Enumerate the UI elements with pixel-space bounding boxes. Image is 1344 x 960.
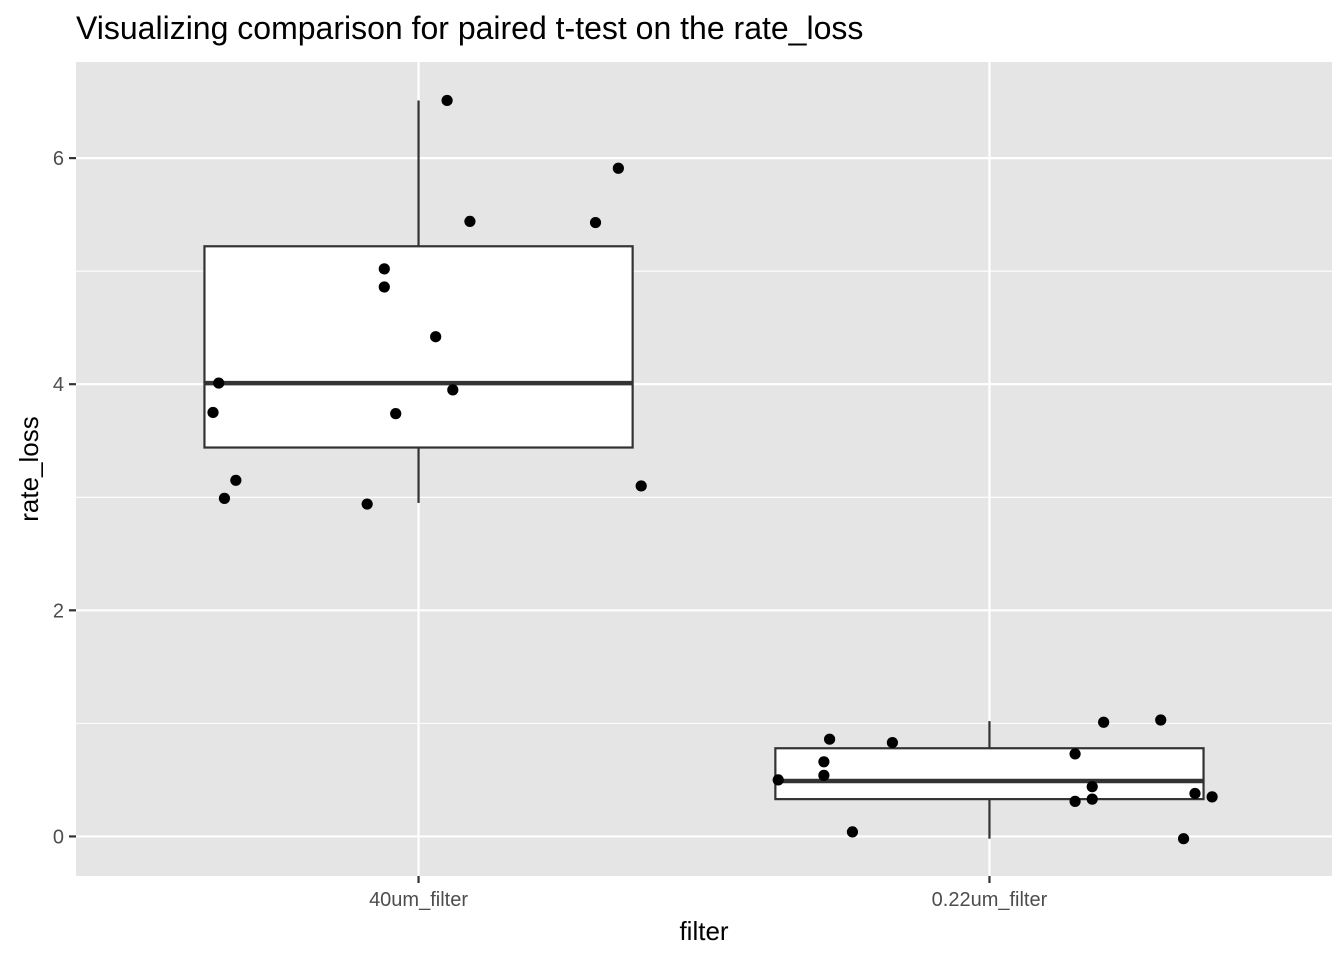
data-point <box>818 769 830 781</box>
x-tick-label: 40um_filter <box>369 889 468 911</box>
data-point <box>1069 795 1081 807</box>
data-point <box>846 826 859 838</box>
x-axis-title: filter <box>679 916 728 946</box>
data-point <box>441 94 453 107</box>
y-tick-label: 6 <box>53 148 64 170</box>
box-iqr <box>203 245 634 449</box>
data-points <box>207 94 1218 845</box>
y-axis-title: rate_loss <box>14 416 44 522</box>
x-axis: 40um_filter 0.22um_filter <box>369 876 1048 911</box>
data-point <box>447 384 459 396</box>
data-point <box>1177 833 1190 845</box>
data-point <box>390 408 402 420</box>
data-point <box>1155 714 1167 726</box>
data-point <box>213 377 225 389</box>
data-point <box>772 774 784 786</box>
data-point <box>1189 787 1201 800</box>
y-tick-label: 0 <box>53 826 64 848</box>
data-point <box>218 492 231 504</box>
data-point <box>886 736 899 749</box>
data-point <box>1086 793 1098 805</box>
data-point <box>207 406 219 419</box>
data-point <box>378 263 390 275</box>
data-point <box>635 480 647 492</box>
data-point <box>589 216 602 229</box>
y-tick-label: 4 <box>53 374 64 396</box>
plot-panel <box>76 62 1332 876</box>
x-tick-label: 0.22um_filter <box>932 889 1048 911</box>
data-point <box>430 331 442 343</box>
data-point <box>361 498 373 510</box>
y-tick-label: 2 <box>53 600 64 622</box>
data-point <box>1206 791 1218 803</box>
data-point <box>1086 781 1098 793</box>
data-point <box>612 162 624 174</box>
data-point <box>824 733 836 745</box>
chart-title: Visualizing comparison for paired t-test… <box>76 10 863 46</box>
data-point <box>818 756 830 768</box>
data-point <box>464 215 476 228</box>
boxplots <box>203 100 1205 839</box>
data-point <box>230 474 242 486</box>
data-point <box>1069 748 1081 760</box>
data-point <box>1098 716 1110 728</box>
y-axis: 0 2 4 6 <box>53 148 76 848</box>
data-point <box>378 281 390 293</box>
box-iqr <box>774 747 1205 801</box>
